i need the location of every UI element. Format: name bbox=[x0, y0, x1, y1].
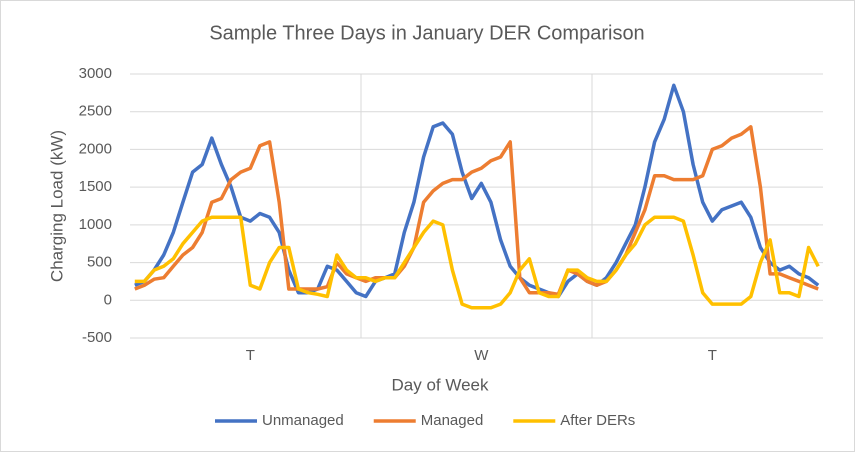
y-tick-label: 500 bbox=[87, 254, 112, 271]
legend-label: Managed bbox=[421, 412, 484, 429]
y-tick-label: 3000 bbox=[79, 65, 112, 82]
y-tick-label: 2000 bbox=[79, 140, 112, 157]
y-tick-label: 1000 bbox=[79, 216, 112, 233]
series-line bbox=[134, 125, 819, 297]
y-tick-label: 2500 bbox=[79, 103, 112, 120]
y-tick-label: 1500 bbox=[79, 178, 112, 195]
legend-label: After DERs bbox=[560, 412, 635, 429]
x-tick-label: W bbox=[474, 347, 489, 364]
y-axis-title: Charging Load (kW) bbox=[47, 130, 66, 282]
x-tick-label: T bbox=[246, 347, 255, 364]
series-line bbox=[134, 215, 820, 310]
legend-label: Unmanaged bbox=[262, 412, 344, 429]
y-tick-label: -500 bbox=[82, 329, 112, 346]
x-tick-label: T bbox=[708, 347, 717, 364]
x-axis-title: Day of Week bbox=[391, 375, 489, 394]
y-tick-label: 0 bbox=[104, 291, 112, 308]
chart-title: Sample Three Days in January DER Compari… bbox=[209, 22, 644, 44]
series-line bbox=[134, 83, 820, 299]
